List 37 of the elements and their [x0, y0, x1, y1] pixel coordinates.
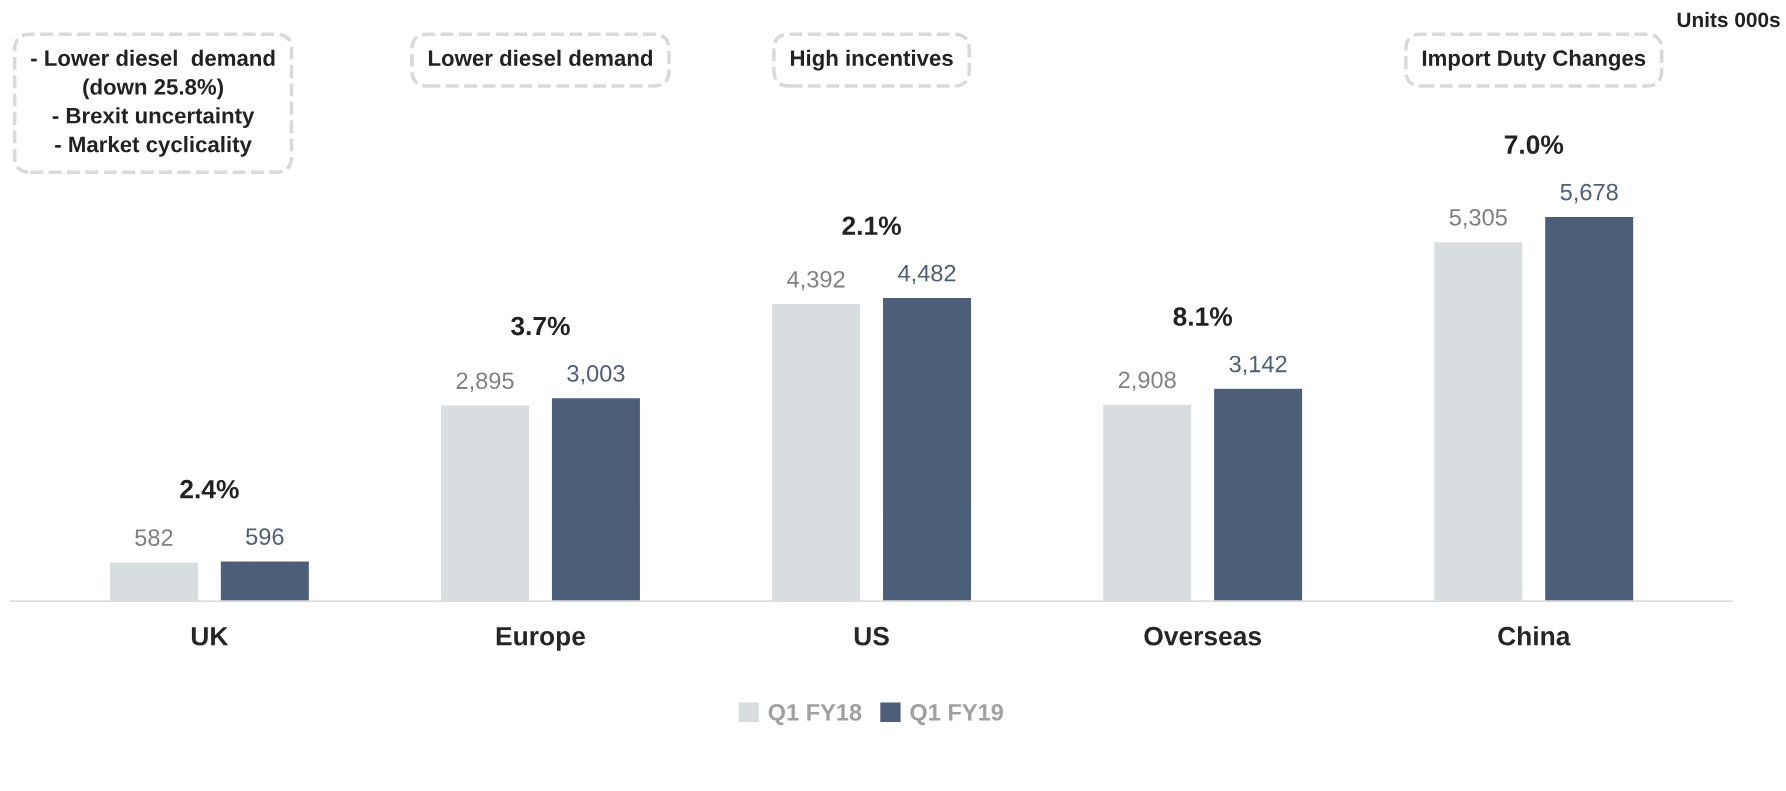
- x-tick-label: Europe: [496, 627, 586, 651]
- data-label: 5,678: [1560, 183, 1618, 204]
- annotation: 2.4%: [180, 479, 239, 499]
- text: - Lower diesel demand (down 25.8%) - Brexit uncertainty - Market cyclicality: [31, 49, 275, 157]
- bar: [770, 302, 862, 602]
- annotation: 3.7%: [511, 316, 570, 336]
- data-label: 2,895: [456, 372, 514, 392]
- annotation: 8.1%: [1173, 307, 1233, 326]
- data-label: 596: [246, 528, 284, 545]
- legend-label: Q1 FY18: [768, 704, 862, 726]
- data-label: 2,908: [1118, 371, 1176, 392]
- bar: [881, 296, 973, 602]
- data-label: 3,003: [567, 365, 625, 385]
- bar: [1212, 387, 1304, 602]
- data-label: 4,392: [787, 270, 845, 291]
- bar: [439, 404, 531, 602]
- bar: [1432, 240, 1524, 602]
- x-tick-label: US: [854, 626, 889, 646]
- x-tick-label: Overseas: [1144, 626, 1262, 646]
- annotation: 2.1%: [842, 216, 901, 236]
- data-label: 3,142: [1229, 355, 1287, 376]
- bar: [219, 560, 311, 602]
- bar: [108, 561, 200, 602]
- x-tick-label: China: [1498, 626, 1571, 646]
- text: 7.0%: [1504, 135, 1564, 154]
- text: High incentives: [790, 49, 953, 71]
- bar: [1101, 403, 1193, 602]
- bar: [1543, 215, 1635, 602]
- text: Lower diesel demand: [428, 49, 653, 67]
- data-label: 4,482: [898, 264, 956, 285]
- bar: [550, 396, 642, 602]
- legend-label: Q1 FY19: [910, 704, 1003, 726]
- text: Import Duty Changes: [1422, 49, 1646, 71]
- text: Units 000s: [1677, 11, 1780, 28]
- x-tick-label: UK: [191, 627, 229, 646]
- data-label: 582: [135, 529, 173, 546]
- data-label: 5,305: [1449, 209, 1507, 229]
